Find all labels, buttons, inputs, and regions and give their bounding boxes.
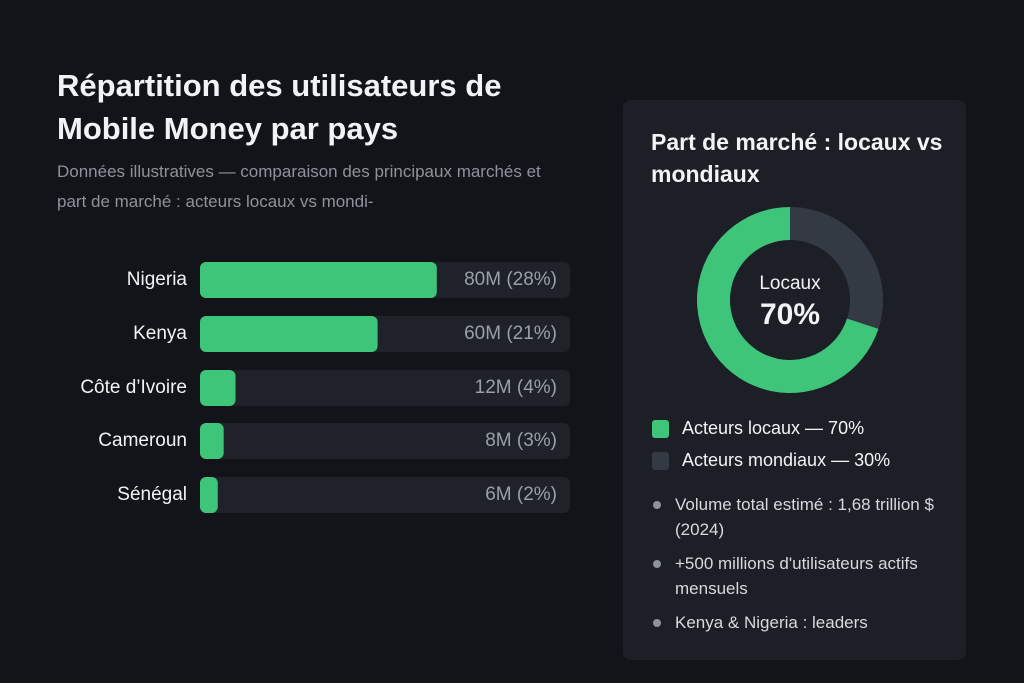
donut-slice [790, 207, 883, 329]
bar [200, 262, 437, 298]
bar [200, 423, 224, 459]
category-label: Côte d’Ivoire [80, 377, 187, 398]
category-label: Cameroun [98, 430, 187, 451]
bar-track [200, 423, 570, 459]
legend-label: Acteurs locaux — 70% [682, 418, 864, 438]
bar-track [200, 370, 570, 406]
legend-swatch [652, 452, 669, 470]
title: Répartition des utilisateurs de Mobile M… [57, 68, 502, 146]
center-label: Locaux [759, 273, 821, 294]
value-label: 8M (3%) [485, 430, 557, 451]
bar [200, 370, 236, 406]
category-label: Kenya [133, 323, 187, 344]
note: +500 millions d'utilisateurs actifs mens… [652, 551, 952, 601]
category-label: Nigeria [127, 269, 188, 290]
center-value: 70% [760, 298, 820, 331]
value-label: 12M (4%) [475, 377, 557, 398]
category-label: Sénégal [117, 484, 187, 505]
panel-title: Part de marché : locaux vs mondiaux [651, 129, 943, 187]
bar [200, 316, 378, 352]
value-label: 6M (2%) [485, 484, 557, 505]
bar [200, 477, 218, 513]
donut-slice [696, 207, 879, 393]
note: Volume total estimé : 1,68 trillion $ (2… [652, 492, 952, 542]
legend-swatch [652, 420, 669, 438]
note: Kenya & Nigeria : leaders [652, 610, 952, 635]
subtitle: Données illustratives — comparaison des … [57, 162, 541, 211]
notes: Volume total estimé : 1,68 trillion $ (2… [652, 492, 952, 644]
value-label: 60M (21%) [464, 323, 557, 344]
value-label: 80M (28%) [464, 269, 557, 290]
bar-track [200, 477, 570, 513]
legend-label: Acteurs mondiaux — 30% [682, 450, 890, 470]
